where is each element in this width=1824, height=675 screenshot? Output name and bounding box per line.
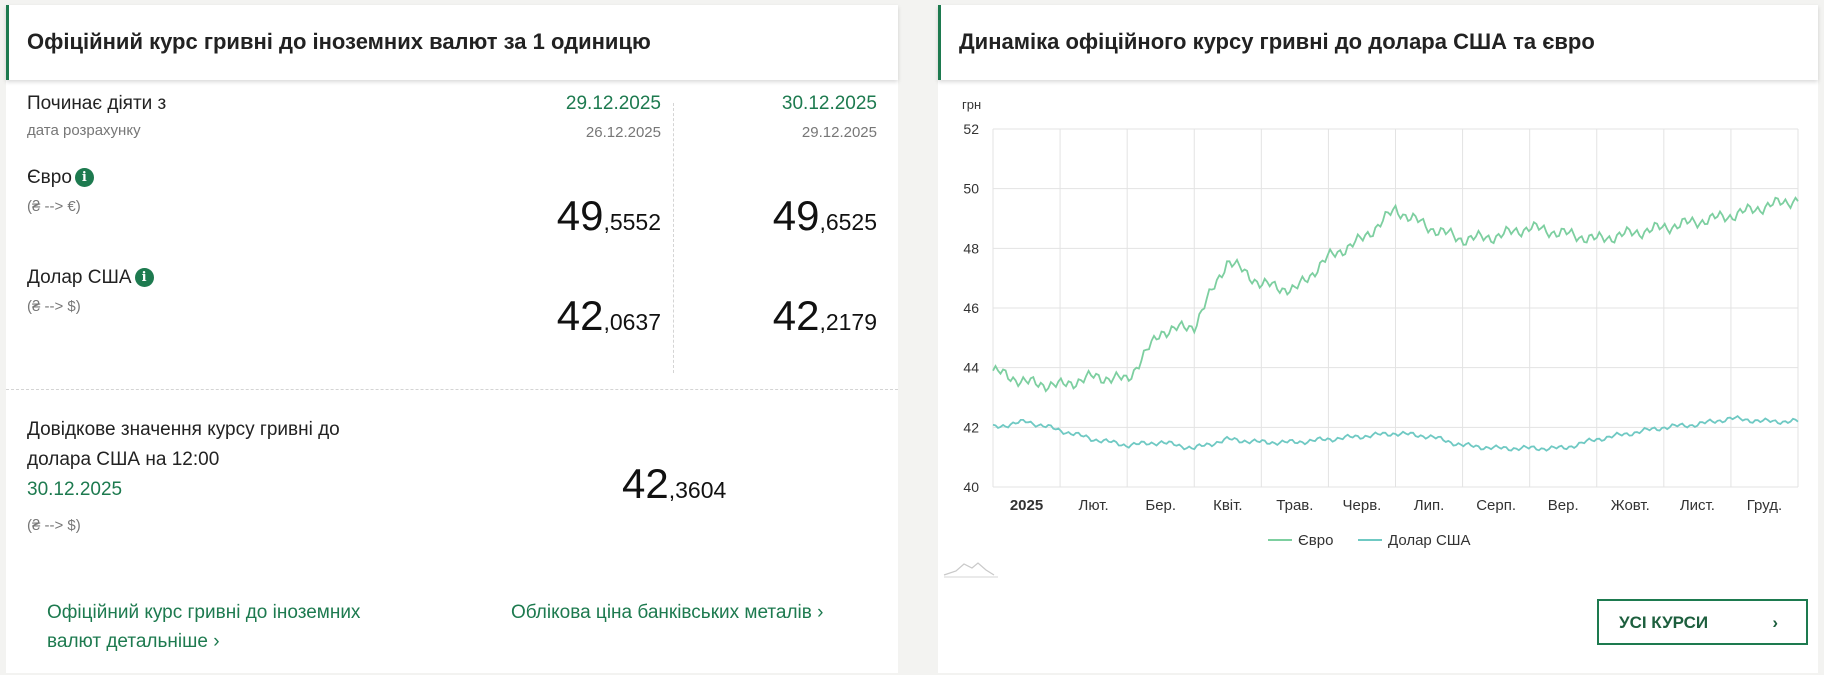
currency-pair-usd: (₴ --> $) bbox=[27, 298, 81, 315]
y-tick-label: 44 bbox=[963, 360, 979, 376]
rate-euro-col2: 49,6525 bbox=[773, 192, 877, 240]
x-tick-label: Бер. bbox=[1145, 497, 1176, 514]
reference-rate: 42,3604 bbox=[622, 460, 726, 508]
rate-integer: 42 bbox=[556, 292, 604, 339]
reference-pair: (₴ --> $) bbox=[27, 517, 81, 534]
column-divider bbox=[673, 103, 674, 373]
rate-fraction: ,3604 bbox=[668, 477, 727, 503]
chevron-right-icon: › bbox=[213, 631, 220, 652]
series-line bbox=[992, 196, 1799, 393]
chart-navigator-thumb bbox=[943, 562, 995, 576]
currency-row-usd: Долар США i bbox=[27, 267, 154, 289]
bank-metals-link-label[interactable]: Облікова ціна банківських металів bbox=[511, 602, 812, 623]
effective-date-col2: 30.12.2025 bbox=[781, 93, 877, 114]
all-rates-button-label: УСІ КУРСИ bbox=[1619, 613, 1709, 632]
rate-fraction: ,2179 bbox=[819, 309, 877, 335]
x-tick-label: Трав. bbox=[1276, 497, 1313, 514]
detailed-rates-link-line1[interactable]: Офіційний курс гривні до іноземних bbox=[47, 602, 361, 623]
x-tick-label: Груд. bbox=[1747, 497, 1782, 514]
rate-integer: 42 bbox=[772, 292, 820, 339]
section-divider bbox=[6, 389, 898, 390]
calc-date-col2: 29.12.2025 bbox=[801, 124, 877, 141]
detailed-rates-link-line2[interactable]: валют детальніше bbox=[47, 631, 208, 652]
currency-pair-euro: (₴ --> €) bbox=[27, 198, 81, 215]
rate-dynamics-card: Динаміка офіційного курсу гривні до дола… bbox=[938, 5, 1818, 673]
chevron-right-icon: › bbox=[817, 602, 824, 623]
legend-label: Долар США bbox=[1388, 532, 1471, 549]
x-tick-label: Квіт. bbox=[1213, 497, 1242, 514]
bank-metals-link[interactable]: Облікова ціна банківських металів › bbox=[511, 598, 823, 627]
rate-usd-col1: 42,0637 bbox=[557, 292, 661, 340]
x-tick-label: Лип. bbox=[1414, 497, 1445, 514]
chevron-right-icon: › bbox=[1772, 613, 1778, 632]
legend-label: Євро bbox=[1298, 532, 1333, 549]
y-tick-label: 48 bbox=[963, 240, 979, 256]
info-icon[interactable]: i bbox=[134, 268, 154, 287]
rate-integer: 49 bbox=[772, 192, 820, 239]
reference-label-line2: долара США на 12:00 bbox=[27, 449, 220, 470]
rate-fraction: ,6525 bbox=[819, 209, 877, 235]
official-rates-card: Офіційний курс гривні до іноземних валют… bbox=[6, 5, 898, 673]
rate-euro-col1: 49,5552 bbox=[557, 192, 661, 240]
y-axis-label: грн bbox=[962, 97, 981, 112]
calc-date-label: дата розрахунку bbox=[27, 122, 141, 139]
effective-date-col1: 29.12.2025 bbox=[565, 93, 661, 114]
x-tick-label: Серп. bbox=[1476, 497, 1516, 514]
y-tick-label: 52 bbox=[963, 121, 979, 137]
info-icon[interactable]: i bbox=[74, 168, 94, 187]
reference-date: 30.12.2025 bbox=[27, 479, 123, 500]
x-tick-label: 2025 bbox=[1010, 497, 1043, 514]
effective-label: Починає діяти з bbox=[27, 93, 167, 114]
rate-chart: 40 42 44 46 48 50 52 грн 2025 Лют. Бер. Квіт. Трав. Ч… bbox=[943, 97, 1799, 578]
rate-usd-col2: 42,2179 bbox=[773, 292, 877, 340]
x-tick-label: Вер. bbox=[1548, 497, 1579, 514]
y-tick-label: 50 bbox=[963, 181, 979, 197]
x-tick-label: Жовт. bbox=[1611, 497, 1650, 514]
calc-date-col1: 26.12.2025 bbox=[585, 124, 661, 141]
reference-label-line1: Довідкове значення курсу гривні до bbox=[27, 419, 340, 440]
y-tick-label: 40 bbox=[963, 479, 979, 495]
x-tick-label: Лист. bbox=[1680, 497, 1715, 514]
official-rates-title: Офіційний курс гривні до іноземних валют… bbox=[27, 29, 651, 54]
x-tick-label: Лют. bbox=[1079, 497, 1109, 514]
rate-fraction: ,0637 bbox=[603, 309, 661, 335]
rate-integer: 42 bbox=[622, 460, 669, 507]
currency-name-euro: Євро bbox=[27, 167, 72, 188]
rate-dynamics-header: Динаміка офіційного курсу гривні до дола… bbox=[938, 5, 1818, 80]
y-tick-label: 42 bbox=[963, 419, 979, 435]
currency-name-usd: Долар США bbox=[27, 267, 132, 288]
official-rates-header: Офіційний курс гривні до іноземних валют… bbox=[6, 5, 898, 80]
series-line bbox=[992, 414, 1799, 452]
rate-dynamics-title: Динаміка офіційного курсу гривні до дола… bbox=[959, 29, 1595, 54]
all-rates-button[interactable]: УСІ КУРСИ › bbox=[1597, 599, 1808, 645]
x-tick-label: Черв. bbox=[1343, 497, 1382, 514]
y-tick-label: 46 bbox=[963, 300, 979, 316]
currency-row-euro: Євро i bbox=[27, 167, 94, 189]
rate-fraction: ,5552 bbox=[603, 209, 661, 235]
rate-integer: 49 bbox=[556, 192, 604, 239]
detailed-rates-link[interactable]: Офіційний курс гривні до іноземних валют… bbox=[47, 598, 360, 656]
